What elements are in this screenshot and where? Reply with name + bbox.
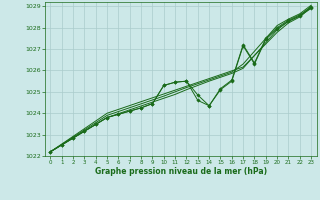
X-axis label: Graphe pression niveau de la mer (hPa): Graphe pression niveau de la mer (hPa) [95,167,267,176]
